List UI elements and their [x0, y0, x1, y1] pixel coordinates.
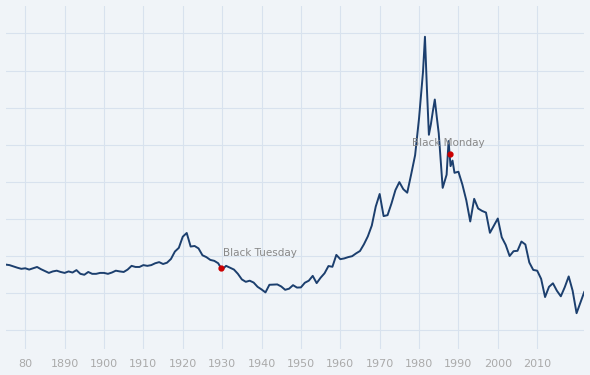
Text: Black Tuesday: Black Tuesday	[223, 248, 297, 258]
Text: Black Monday: Black Monday	[412, 138, 485, 148]
